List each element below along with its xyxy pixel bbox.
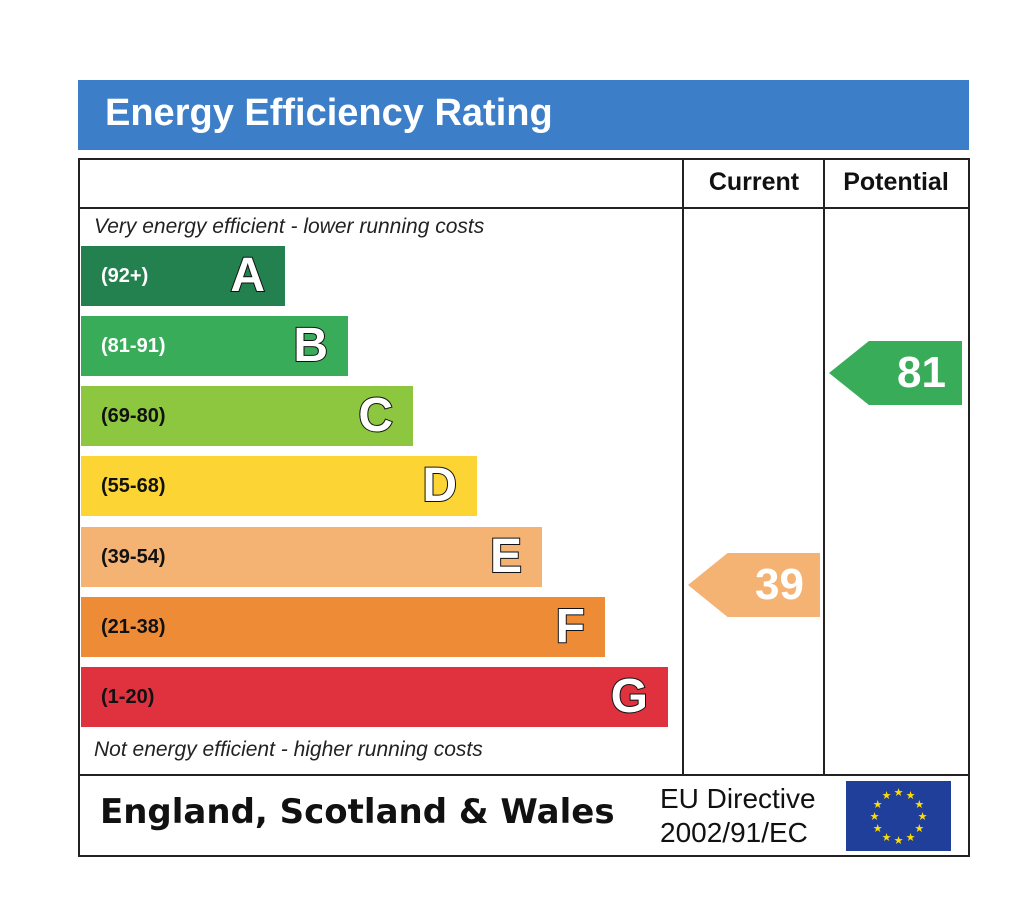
- eu-flag-icon: ★ ★ ★ ★ ★ ★ ★ ★ ★ ★ ★ ★: [846, 781, 951, 851]
- star-icon: ★: [873, 799, 883, 811]
- band-range: (21-38): [101, 616, 166, 638]
- band-range: (92+): [101, 265, 149, 287]
- divider: [78, 774, 968, 776]
- divider: [682, 158, 684, 776]
- star-icon: ★: [873, 823, 883, 835]
- star-icon: ★: [894, 835, 904, 847]
- band-letter: A: [229, 248, 266, 303]
- rating-table: [78, 158, 970, 857]
- star-icon: ★: [870, 811, 880, 823]
- title-bar: [78, 80, 969, 150]
- bottom-note: Not energy efficient - higher running co…: [94, 738, 483, 761]
- band-bar-a: (92+) A: [81, 246, 285, 306]
- band-bar-b: (81-91) B: [81, 316, 348, 376]
- top-note: Very energy efficient - lower running co…: [94, 215, 485, 238]
- divider: [78, 207, 968, 209]
- star-icon: ★: [882, 832, 892, 844]
- column-header-potential: Potential: [843, 168, 949, 196]
- band-letter: C: [357, 388, 394, 443]
- band-bar-g: (1-20) G: [81, 667, 668, 727]
- chart-title: Energy Efficiency Rating: [105, 92, 553, 134]
- band-letter: G: [610, 669, 649, 724]
- band-range: (55-68): [101, 475, 166, 497]
- current-rating-value: 39: [755, 560, 804, 609]
- divider: [823, 158, 825, 776]
- band-range: (81-91): [101, 335, 166, 357]
- column-header-current: Current: [708, 168, 800, 196]
- star-icon: ★: [914, 799, 924, 811]
- band-bar-e: (39-54) E: [81, 527, 542, 587]
- star-icon: ★: [906, 832, 916, 844]
- band-letter: B: [292, 318, 329, 373]
- star-icon: ★: [906, 790, 916, 802]
- band-bar-f: (21-38) F: [81, 597, 605, 657]
- band-letter: F: [555, 599, 586, 654]
- star-icon: ★: [894, 787, 904, 799]
- eu-directive: EU Directive 2002/91/EC: [660, 782, 816, 850]
- region-label: England, Scotland & Wales: [100, 792, 615, 832]
- band-letter: D: [421, 458, 458, 513]
- potential-rating-value: 81: [897, 348, 946, 397]
- band-letter: E: [489, 529, 523, 584]
- band-bar-c: (69-80) C: [81, 386, 413, 446]
- directive-line2: 2002/91/EC: [660, 817, 808, 848]
- star-icon: ★: [918, 811, 928, 823]
- star-icon: ★: [882, 790, 892, 802]
- band-range: (69-80): [101, 405, 166, 427]
- band-bar-d: (55-68) D: [81, 456, 477, 516]
- band-range: (1-20): [101, 686, 155, 708]
- band-range: (39-54): [101, 546, 166, 568]
- star-icon: ★: [914, 823, 924, 835]
- directive-line1: EU Directive: [660, 783, 816, 814]
